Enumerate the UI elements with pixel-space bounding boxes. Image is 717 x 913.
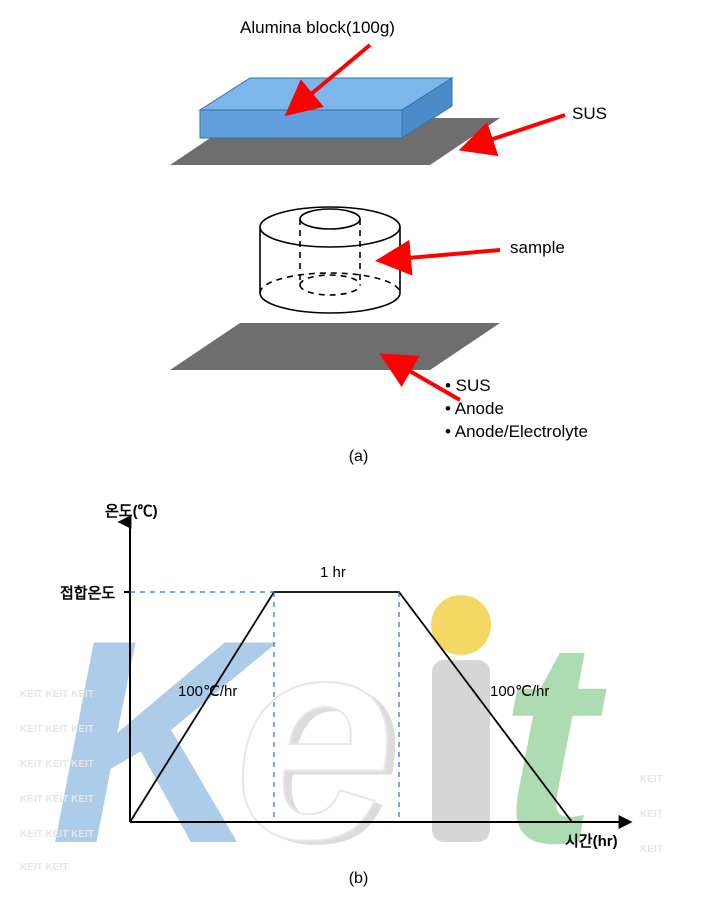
label-bottom-group: • SUS • Anode • Anode/Electrolyte [445, 375, 588, 444]
label-bottom-line2: • Anode [445, 398, 588, 421]
rate-label-right: 100℃/hr [490, 682, 549, 700]
y-axis-label: 온도(℃) [105, 500, 158, 521]
y-tick-label: 접합온도 [60, 582, 115, 603]
label-alumina: Alumina block(100g) [240, 18, 395, 38]
rate-label-left: 100℃/hr [178, 682, 237, 700]
temperature-profile [130, 592, 572, 822]
alumina-block [200, 78, 452, 138]
sample-cylinder [260, 207, 400, 313]
arrow-sus-top [490, 115, 565, 140]
caption-b: (b) [0, 870, 717, 888]
diagram-a-svg [0, 0, 717, 440]
label-bottom-line3: • Anode/Electrolyte [445, 421, 588, 444]
label-sus-top: SUS [572, 104, 607, 124]
label-bottom-line1: • SUS [445, 375, 588, 398]
x-axis-label: 시간(hr) [565, 830, 618, 851]
hold-label: 1 hr [320, 564, 346, 581]
label-sample: sample [510, 238, 565, 258]
sus-plate-bottom [170, 323, 500, 370]
arrow-sample [408, 250, 500, 258]
caption-a: (a) [0, 448, 717, 466]
chart-b-svg [0, 482, 717, 882]
diagram-b: K e e t KEIT KEIT KEIT KEIT KEIT KEIT KE… [0, 482, 717, 912]
diagram-a: Alumina block(100g) SUS sample • SUS • A… [0, 0, 717, 480]
